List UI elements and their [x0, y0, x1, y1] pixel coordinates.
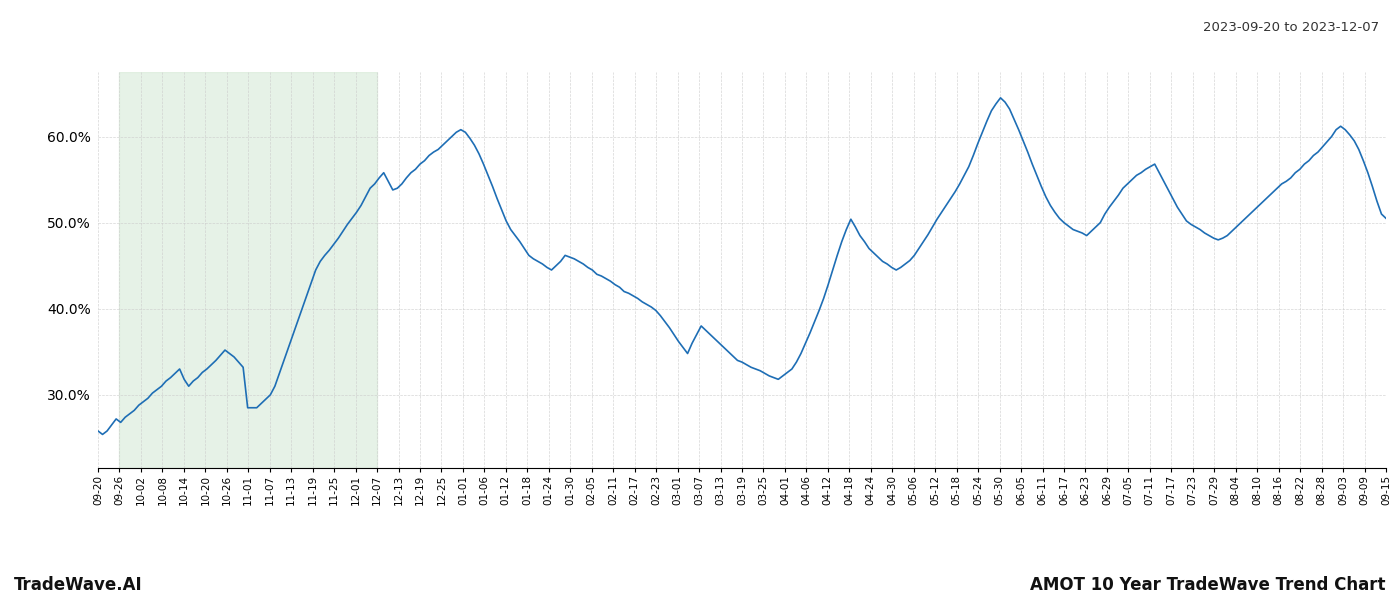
Text: AMOT 10 Year TradeWave Trend Chart: AMOT 10 Year TradeWave Trend Chart	[1030, 576, 1386, 594]
Text: TradeWave.AI: TradeWave.AI	[14, 576, 143, 594]
Bar	[119, 72, 377, 468]
Text: 2023-09-20 to 2023-12-07: 2023-09-20 to 2023-12-07	[1203, 21, 1379, 34]
